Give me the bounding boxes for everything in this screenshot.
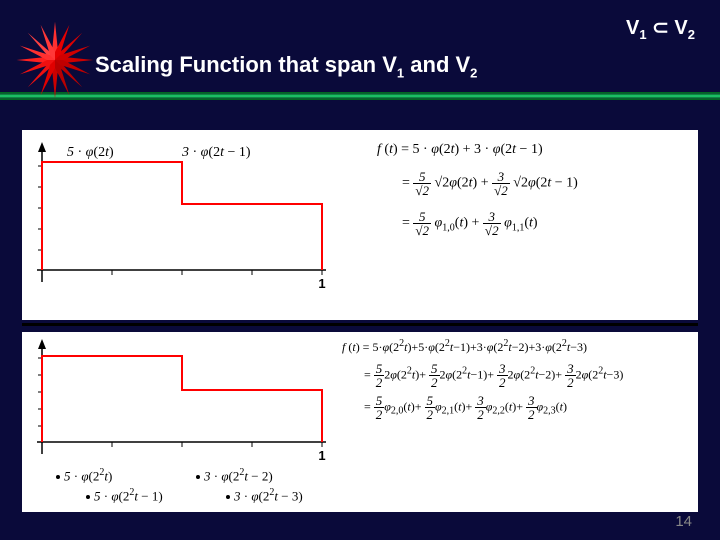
header-subset: V1 ⊂ V2 (626, 15, 695, 42)
eq-bot-line3: = 52φ2,0(t)+ 52φ2,1(t)+ 32φ2,2(t)+ 32φ2,… (364, 394, 567, 421)
eq-bot-line1: f (t) = 5·φ(22t)+5·φ(22t−1)+3·φ(22t−2)+3… (342, 338, 587, 355)
chart-top: 1 (32, 140, 332, 295)
starburst-logo (15, 20, 95, 100)
lbl-3phi22t2: 3 · φ(22t − 2) (192, 467, 273, 484)
term-5phi2t: 5 · φ(2t) (67, 145, 114, 161)
header-rule (0, 92, 720, 100)
chart-bot: 1 (32, 337, 332, 467)
lbl-3phi22t3: 3 · φ(22t − 3) (222, 487, 303, 504)
panel-v1: 1 5 · φ(2t) 3 · φ(2t − 1) f (t) = 5 · φ(… (22, 130, 698, 320)
svg-text:1: 1 (318, 448, 325, 463)
term-3phi2t1: 3 · φ(2t − 1) (182, 145, 251, 161)
page-title: Scaling Function that span V1 and V2 (95, 52, 477, 80)
eq-top-line2: = 5√2 √2φ(2t) + 3√2 √2φ(2t − 1) (402, 170, 578, 197)
lbl-5phi22t1: 5 · φ(22t − 1) (82, 487, 163, 504)
panel-divider (22, 323, 698, 326)
panel-v2: 1 f (t) = 5·φ(22t)+5·φ(22t−1)+3·φ(22t−2)… (22, 332, 698, 512)
svg-text:1: 1 (318, 276, 325, 291)
lbl-5phi22t: 5 · φ(22t) (52, 467, 112, 484)
eq-top-line1: f (t) = 5 · φ(2t) + 3 · φ(2t − 1) (377, 142, 543, 158)
eq-bot-line2: = 522φ(22t)+ 522φ(22t−1)+ 322φ(22t−2)+ 3… (364, 362, 623, 389)
page-number: 14 (675, 513, 692, 530)
eq-top-line3: = 5√2 φ1,0(t) + 3√2 φ1,1(t) (402, 210, 538, 237)
